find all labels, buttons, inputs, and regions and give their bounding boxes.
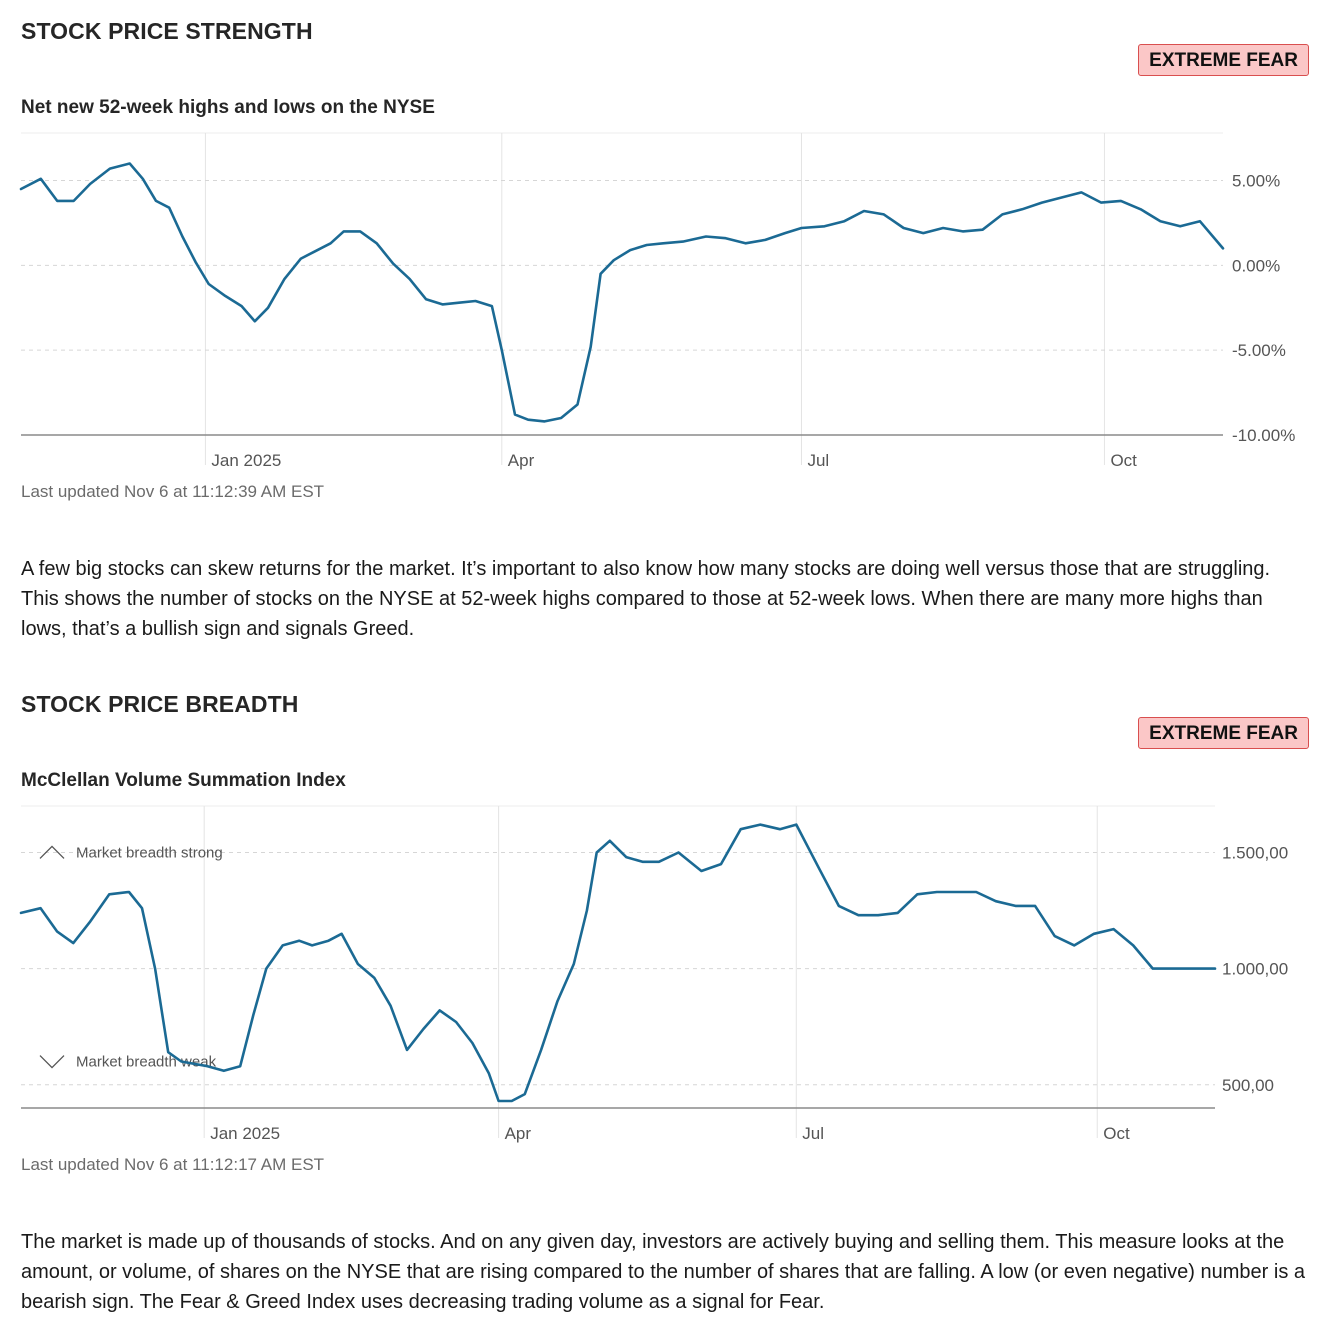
strength-fear-badge: EXTREME FEAR <box>1138 44 1309 76</box>
breadth-line-chart: Jan 2025 Apr Jul Oct 1.500,00 1.000,00 500,00 M… <box>19 805 1288 1143</box>
strength-y-tick-label: 5.00% <box>1232 172 1280 191</box>
strength-x-tick-label: Jul <box>807 451 829 470</box>
chevron-down-icon <box>39 1055 65 1069</box>
strength-last-updated: Last updated Nov 6 at 11:12:39 AM EST <box>21 482 325 501</box>
strength-description: A few big stocks can skew returns for th… <box>21 558 1271 640</box>
breadth-x-tick-label: Apr <box>505 1124 532 1143</box>
strength-x-tick-label: Jan 2025 <box>211 451 281 470</box>
strength-line-chart: Jan 2025 Apr Jul Oct 5.00% 0.00% -5.00% -10.00% <box>19 132 1295 470</box>
breadth-last-updated: Last updated Nov 6 at 11:12:17 AM EST <box>21 1155 325 1174</box>
breadth-annotation-label: Market breadth weak <box>76 1054 217 1071</box>
breadth-fear-badge: EXTREME FEAR <box>1138 717 1309 749</box>
breadth-x-tick-label: Jan 2025 <box>210 1124 280 1143</box>
breadth-annotation-label: Market breadth strong <box>76 844 223 861</box>
breadth-x-tick-label: Jul <box>802 1124 824 1143</box>
strength-chart-title: Net new 52-week highs and lows on the NY… <box>21 97 435 118</box>
breadth-y-tick-label: 1.500,00 <box>1222 843 1288 862</box>
breadth-description: The market is made up of thousands of st… <box>21 1231 1306 1313</box>
breadth-chart-title: McClellan Volume Summation Index <box>21 770 346 791</box>
strength-section-title: STOCK PRICE STRENGTH <box>21 18 313 44</box>
breadth-section-title: STOCK PRICE BREADTH <box>21 691 299 717</box>
breadth-y-tick-label: 500,00 <box>1222 1076 1274 1095</box>
strength-y-tick-label: 0.00% <box>1232 256 1280 275</box>
breadth-series-line <box>19 823 1217 1103</box>
breadth-y-tick-label: 1.000,00 <box>1222 960 1288 979</box>
strength-y-tick-label: -10.00% <box>1232 426 1295 445</box>
strength-series-line <box>19 162 1225 423</box>
strength-x-tick-label: Apr <box>508 451 535 470</box>
breadth-x-tick-label: Oct <box>1103 1124 1130 1143</box>
chevron-up-icon <box>39 845 65 859</box>
strength-y-tick-label: -5.00% <box>1232 341 1286 360</box>
strength-x-tick-label: Oct <box>1110 451 1137 470</box>
